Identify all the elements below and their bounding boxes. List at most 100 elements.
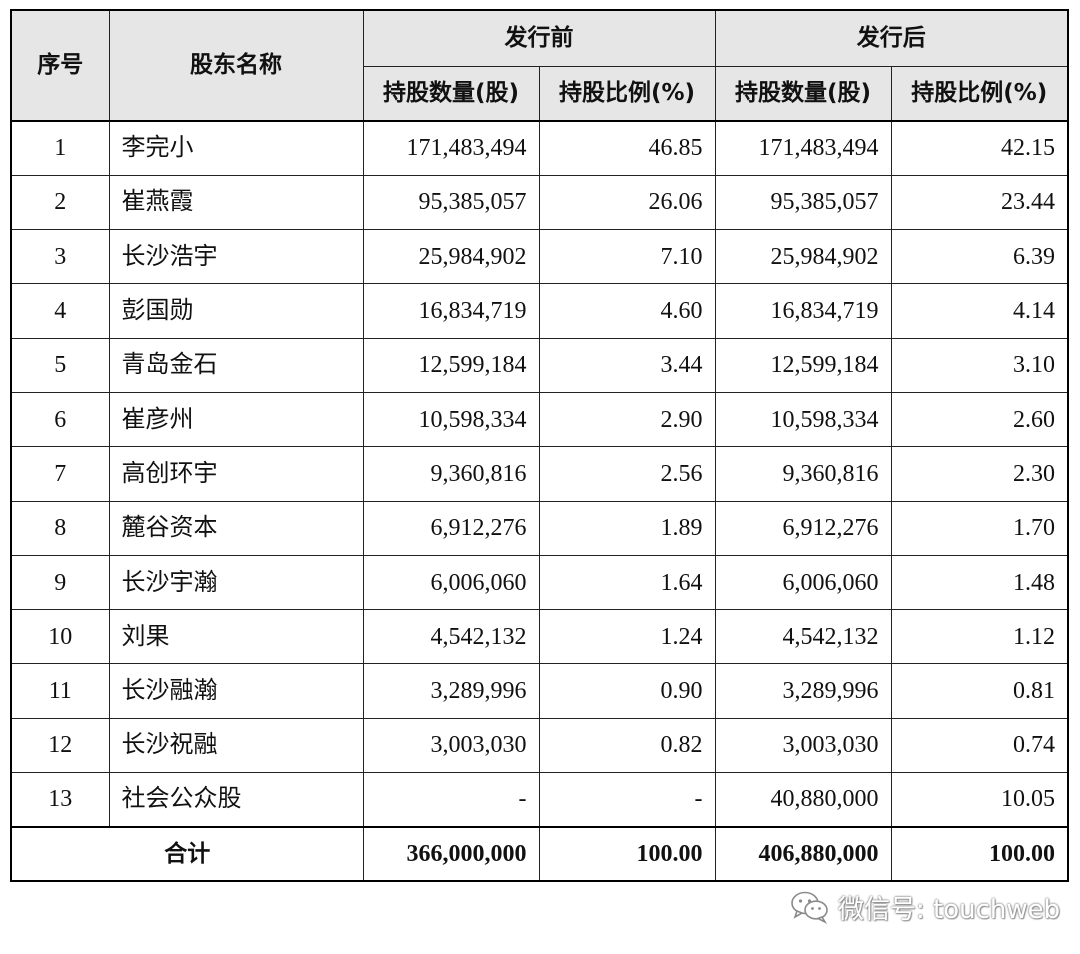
table-row: 11 长沙融瀚 3,289,996 0.90 3,289,996 0.81 (10, 663, 1069, 719)
row-before-ratio: 2.90 (538, 391, 716, 448)
row-before-ratio: 46.85 (538, 120, 716, 176)
row-shareholder-name: 李完小 (108, 120, 364, 176)
row-after-shares: 171,483,494 (714, 120, 892, 176)
row-shareholder-name: 长沙祝融 (108, 717, 364, 774)
row-before-ratio: - (538, 772, 716, 828)
row-shareholder-name: 高创环宇 (108, 446, 364, 502)
row-before-shares: 25,984,902 (362, 229, 540, 285)
row-after-shares: 16,834,719 (714, 283, 892, 339)
row-index: 2 (10, 174, 110, 231)
row-shareholder-name: 崔彦州 (108, 391, 364, 448)
row-index: 11 (10, 663, 110, 719)
row-before-shares: 3,003,030 (362, 717, 540, 774)
row-after-shares: 3,003,030 (714, 717, 892, 774)
row-before-shares: - (362, 772, 540, 828)
row-after-shares: 12,599,184 (714, 337, 892, 393)
header-index: 序号 (10, 9, 110, 122)
row-before-ratio: 1.89 (538, 500, 716, 556)
row-after-ratio: 0.74 (890, 717, 1069, 774)
row-index: 10 (10, 609, 110, 665)
row-after-shares: 9,360,816 (714, 446, 892, 502)
header-before-issuance: 发行前 (362, 9, 716, 67)
row-after-shares: 40,880,000 (714, 772, 892, 828)
row-after-shares: 10,598,334 (714, 391, 892, 448)
row-index: 8 (10, 500, 110, 556)
row-after-shares: 6,912,276 (714, 500, 892, 556)
row-after-shares: 25,984,902 (714, 229, 892, 285)
row-before-ratio: 1.64 (538, 554, 716, 611)
row-after-ratio: 3.10 (890, 337, 1069, 393)
header-after-issuance: 发行后 (714, 9, 1069, 67)
watermark-text: 微信号: touchweb (838, 894, 1061, 925)
row-after-ratio: 42.15 (890, 120, 1069, 176)
total-after-ratio: 100.00 (890, 826, 1069, 882)
row-index: 1 (10, 120, 110, 176)
row-before-ratio: 0.82 (538, 717, 716, 774)
table-row: 12 长沙祝融 3,003,030 0.82 3,003,030 0.74 (10, 717, 1069, 774)
header-before-ratio: 持股比例(%) (538, 65, 716, 122)
row-after-shares: 6,006,060 (714, 554, 892, 611)
table-row: 9 长沙宇瀚 6,006,060 1.64 6,006,060 1.48 (10, 554, 1069, 611)
row-before-shares: 16,834,719 (362, 283, 540, 339)
shareholder-table: 序号 股东名称 发行前 发行后 持股数量(股) 持股比例(%) 持股数量(股) … (10, 9, 1069, 883)
row-before-ratio: 7.10 (538, 229, 716, 285)
row-before-ratio: 26.06 (538, 174, 716, 231)
table-row: 3 长沙浩宇 25,984,902 7.10 25,984,902 6.39 (10, 229, 1069, 285)
row-index: 12 (10, 717, 110, 774)
row-shareholder-name: 彭国勋 (108, 283, 364, 339)
row-shareholder-name: 麓谷资本 (108, 500, 364, 556)
row-after-shares: 95,385,057 (714, 174, 892, 231)
row-index: 7 (10, 446, 110, 502)
table-row: 13 社会公众股 - -40,880,000 10.05 (10, 772, 1069, 828)
total-label: 合计 (10, 826, 364, 882)
row-after-ratio: 1.12 (890, 609, 1069, 665)
row-before-shares: 95,385,057 (362, 174, 540, 231)
row-after-ratio: 2.60 (890, 391, 1069, 448)
row-after-ratio: 0.81 (890, 663, 1069, 719)
row-index: 13 (10, 772, 110, 828)
row-after-ratio: 4.14 (890, 283, 1069, 339)
row-shareholder-name: 社会公众股 (108, 772, 364, 828)
wechat-watermark: 微信号: touchweb (790, 889, 1060, 925)
table-header: 序号 股东名称 发行前 发行后 持股数量(股) 持股比例(%) 持股数量(股) … (10, 9, 1069, 122)
row-before-shares: 4,542,132 (362, 609, 540, 665)
row-shareholder-name: 刘果 (108, 609, 364, 665)
row-before-shares: 3,289,996 (362, 663, 540, 719)
row-shareholder-name: 崔燕霞 (108, 174, 364, 231)
total-before-ratio: 100.00 (538, 826, 716, 882)
row-index: 4 (10, 283, 110, 339)
table-row: 10 刘果 4,542,132 1.24 4,542,132 1.12 (10, 609, 1069, 665)
table-row: 2 崔燕霞 95,385,057 26.06 95,385,057 23.44 (10, 174, 1069, 231)
header-after-ratio: 持股比例(%) (890, 65, 1069, 122)
row-after-ratio: 23.44 (890, 174, 1069, 231)
total-row: 合计 366,000,000 100.00 406,880,000 100.00 (10, 826, 1069, 882)
wechat-icon (791, 891, 828, 924)
table-row: 1 李完小 171,483,494 46.85 171,483,494 42.15 (10, 120, 1069, 176)
row-index: 5 (10, 337, 110, 393)
row-after-ratio: 1.48 (890, 554, 1069, 611)
total-after-shares: 406,880,000 (714, 826, 892, 882)
row-after-ratio: 10.05 (890, 772, 1069, 828)
row-shareholder-name: 青岛金石 (108, 337, 364, 393)
header-after-shares: 持股数量(股) (714, 65, 892, 122)
row-before-ratio: 2.56 (538, 446, 716, 502)
row-after-shares: 3,289,996 (714, 663, 892, 719)
row-before-ratio: 0.90 (538, 663, 716, 719)
row-shareholder-name: 长沙融瀚 (108, 663, 364, 719)
row-before-ratio: 3.44 (538, 337, 716, 393)
table-row: 5 青岛金石 12,599,184 3.44 12,599,184 3.10 (10, 337, 1069, 393)
row-after-ratio: 6.39 (890, 229, 1069, 285)
row-shareholder-name: 长沙浩宇 (108, 229, 364, 285)
table-row: 4 彭国勋 16,834,719 4.60 16,834,719 4.14 (10, 283, 1069, 339)
table-row: 6 崔彦州 10,598,334 2.90 10,598,334 2.60 (10, 391, 1069, 448)
row-after-ratio: 1.70 (890, 500, 1069, 556)
row-before-shares: 10,598,334 (362, 391, 540, 448)
total-before-shares: 366,000,000 (362, 826, 540, 882)
row-after-shares: 4,542,132 (714, 609, 892, 665)
table-row: 8 麓谷资本 6,912,276 1.89 6,912,276 1.70 (10, 500, 1069, 556)
header-shareholder-name: 股东名称 (108, 9, 364, 122)
row-index: 3 (10, 229, 110, 285)
row-before-ratio: 4.60 (538, 283, 716, 339)
row-before-shares: 12,599,184 (362, 337, 540, 393)
row-index: 6 (10, 391, 110, 448)
